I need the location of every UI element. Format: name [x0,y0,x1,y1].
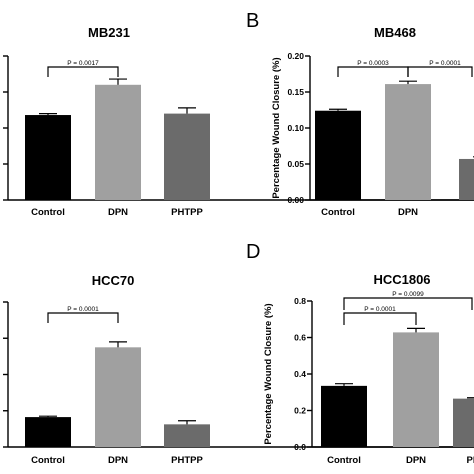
y-tick-label: 0.15 [287,87,304,97]
y-tick-label: 0.6 [294,333,306,343]
bar-dpn [385,84,431,200]
y-tick-label: 0.10 [287,123,304,133]
p-value-label: P = 0.0099 [392,291,424,298]
x-tick-label: PHT [467,455,474,466]
significance-bracket [47,312,119,323]
significance-bracket [343,297,473,310]
bar-phtpp [459,158,474,200]
y-tick-label: 0.00 [287,195,304,205]
x-tick-label: PHTPP [171,207,203,218]
y-tick-label: 0.20 [287,51,304,61]
bar-phtpp [164,113,210,200]
bar-control [25,115,71,200]
x-tick-label: Control [31,207,65,218]
x-tick-label: PHTPP [171,455,203,466]
bar-control [321,385,367,447]
x-tick-label: Control [31,455,65,466]
x-tick-label: DPN [108,207,128,218]
x-tick-label: DPN [398,207,418,218]
bar-phtpp [453,398,474,447]
bar-phtpp [164,424,210,447]
p-value-label: P = 0.0017 [67,60,99,67]
bar-control [25,417,71,447]
p-value-label: P = 0.0001 [429,60,461,67]
y-axis-label: Percentage Wound Closure (%) [263,303,274,444]
significance-bracket [47,66,119,77]
x-tick-label: Control [327,455,361,466]
chart-title: MB231 [88,25,130,40]
chart-panel-2: MB468 B Percentage Wound Closure (%) 0.00 0.… [246,10,474,218]
p-value-label: P = 0.0003 [357,60,389,67]
chart-title: MB468 [374,25,416,40]
chart-title: HCC1806 [373,272,430,287]
significance-bracket [343,312,417,325]
bar-dpn [95,347,141,447]
panel-letter: B [246,10,259,32]
chart-panel-3: HCC70 Control DPN PHTPP P = 0.0001 [3,273,474,466]
chart-panel-1: MB231 Control DPN PHTPP P = 0.0017 [3,25,474,218]
p-value-label: P = 0.0001 [364,306,396,313]
bar-control [315,110,361,200]
y-tick-label: 0.05 [287,159,304,169]
p-value-label: P = 0.0001 [67,306,99,313]
panel-letter: D [246,241,260,263]
x-tick-label: Control [321,207,355,218]
y-tick-label: 0.0 [294,442,306,452]
x-tick-label: DPN [108,455,128,466]
bar-dpn [95,84,141,200]
chart-panel-4: HCC1806 D Percentage Wound Closure (%) 0.0 0… [246,241,474,466]
chart-title: HCC70 [92,273,135,288]
bar-dpn [393,332,439,447]
y-tick-label: 0.4 [294,369,306,379]
y-tick-label: 0.8 [294,296,306,306]
x-tick-label: DPN [406,455,426,466]
y-axis-label: Percentage Wound Closure (%) [271,57,282,198]
y-tick-label: 0.2 [294,406,306,416]
significance-bracket [337,66,409,77]
significance-bracket [407,66,473,77]
